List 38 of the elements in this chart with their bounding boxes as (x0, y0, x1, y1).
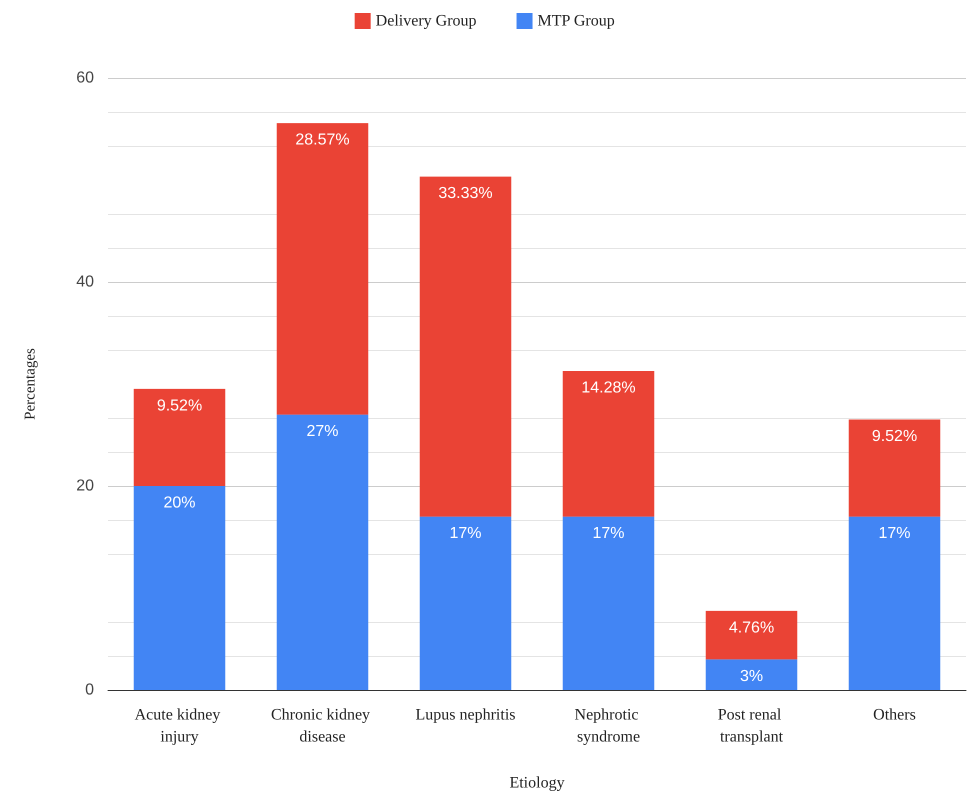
data-label: 4.76% (728, 619, 774, 636)
bar (562, 516, 654, 690)
data-label: 9.52% (156, 397, 202, 414)
y-tick-label: 60 (76, 70, 94, 86)
x-tick-label: Chronic kidney disease (270, 706, 374, 746)
bar (420, 176, 512, 517)
x-tick-label: Nephrotic syndrome (574, 706, 642, 746)
data-label: 14.28% (581, 379, 636, 396)
data-label: 3% (740, 668, 764, 685)
bar (276, 123, 368, 415)
data-label: 20% (163, 494, 196, 512)
x-tick-label: Acute kidney injury (134, 706, 224, 746)
data-label: 17% (592, 525, 625, 542)
bar (562, 370, 654, 517)
x-tick-label: Post renal transplant (718, 706, 786, 746)
bar (848, 419, 940, 517)
data-label: 17% (878, 525, 911, 542)
bar (276, 414, 368, 690)
bar (134, 388, 226, 486)
data-label: 9.52% (872, 428, 918, 445)
bar (706, 659, 798, 690)
data-label: 28.57% (295, 132, 350, 149)
legend-label: Delivery Group (376, 12, 477, 30)
y-axis-title: Percentages (22, 348, 38, 420)
data-label: 27% (306, 423, 339, 440)
bar (420, 516, 512, 690)
bar (848, 516, 940, 690)
data-label: 33.33% (438, 185, 493, 202)
y-tick-label: 20 (76, 478, 94, 494)
bar (706, 610, 798, 660)
x-tick-label: Others (873, 706, 916, 724)
bar (134, 486, 226, 690)
y-tick-label: 40 (76, 274, 94, 290)
x-tick-label: Lupus nephritis (416, 706, 516, 724)
data-label: 17% (449, 525, 482, 542)
y-tick-label: 0 (85, 682, 94, 698)
legend-label: MTP Group (538, 12, 615, 30)
x-axis-title: Etiology (509, 774, 565, 792)
